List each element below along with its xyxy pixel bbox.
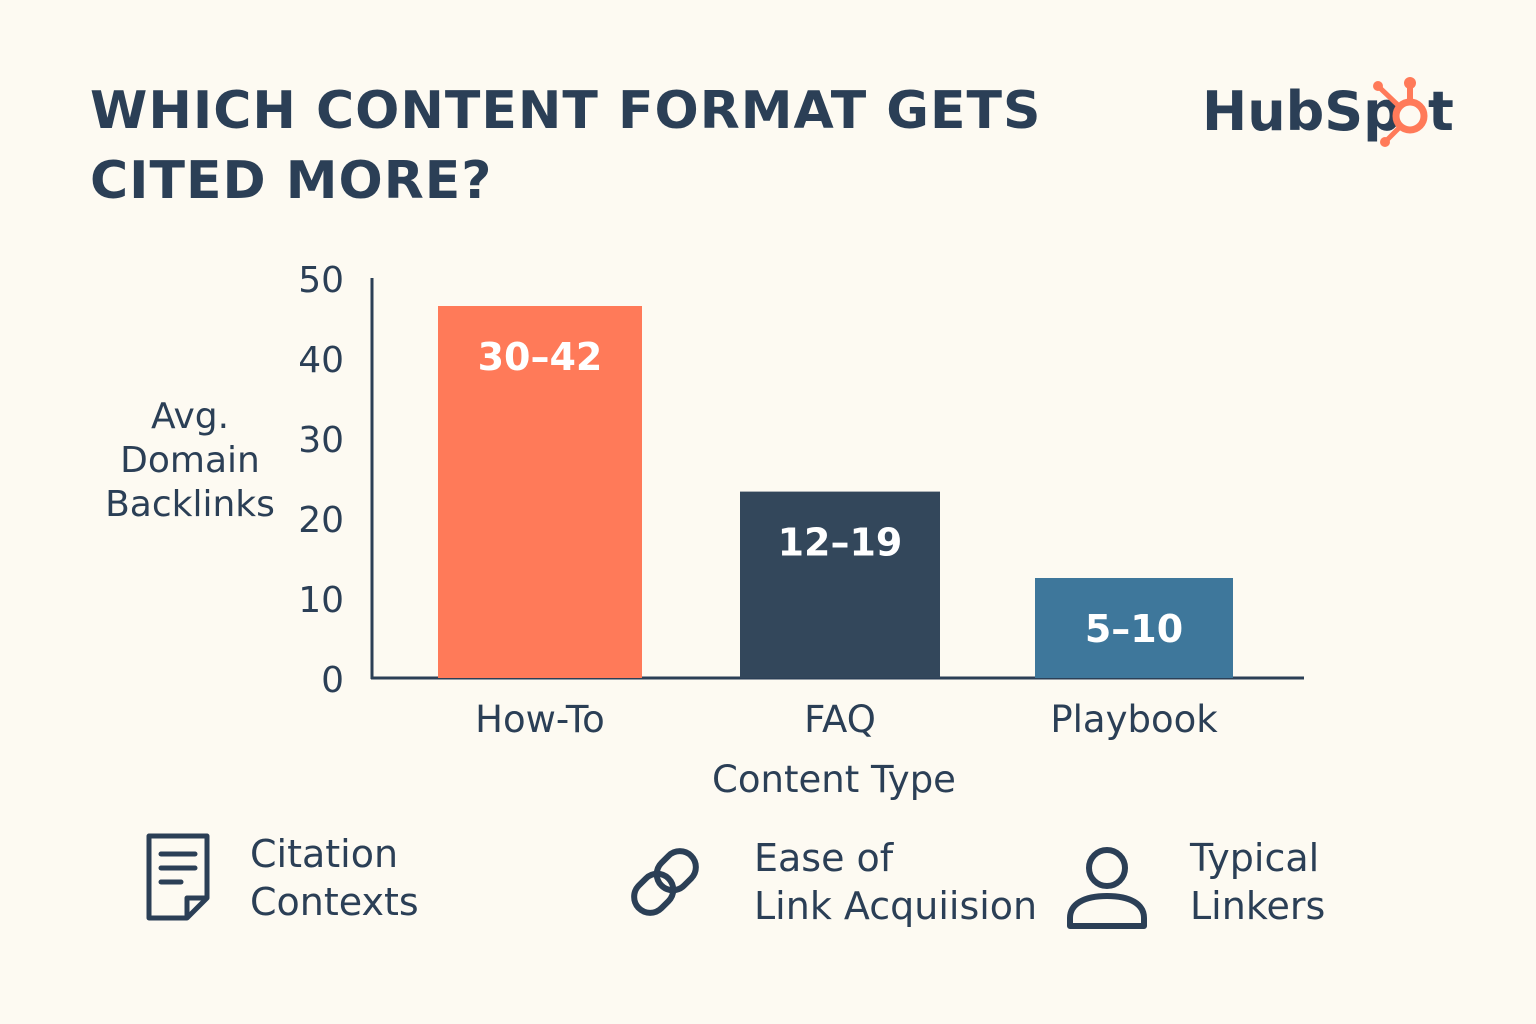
bar-data-label: 30–42	[478, 335, 603, 379]
logo-text-right: t	[1428, 80, 1454, 143]
page-title: WHICH CONTENT FORMAT GETS CITED MORE?	[90, 81, 1042, 211]
legend-label: Citation Contexts	[250, 832, 419, 924]
y-axis-label: Domain	[120, 440, 260, 481]
y-tick-label: 20	[298, 500, 344, 541]
legend-item-citation-contexts: Citation Contexts	[132, 828, 419, 928]
y-tick-label: 30	[298, 420, 344, 461]
bar-playbook	[1035, 578, 1233, 678]
y-axis-label: Avg.	[151, 396, 229, 437]
legend-label: Typical Linkers	[1190, 836, 1326, 928]
bar-data-label: 12–19	[778, 521, 903, 565]
y-tick-label: 0	[321, 660, 344, 701]
bar-faq	[740, 491, 940, 678]
legend-item-typical-linkers: Typical Linkers	[1062, 832, 1325, 932]
bar-data-label: 5–10	[1085, 607, 1183, 651]
y-axis-label: Backlinks	[105, 484, 275, 525]
logo-text-left: HubSp	[1202, 80, 1402, 143]
document-icon	[132, 828, 222, 928]
x-tick-label: Playbook	[1050, 698, 1218, 741]
legend-item-link-acquisition: Ease of Link Acquiision	[620, 832, 1037, 932]
y-tick-label: 10	[298, 580, 344, 621]
sprocket-icon	[1373, 77, 1428, 147]
link-icon	[620, 832, 710, 932]
x-tick-label: How-To	[475, 698, 605, 741]
bar-how-to	[438, 306, 642, 678]
x-tick-label: FAQ	[804, 698, 876, 741]
y-tick-label: 40	[298, 340, 344, 381]
hubspot-logo: HubSp t	[1202, 77, 1454, 147]
y-tick-label: 50	[298, 260, 344, 301]
person-icon	[1062, 832, 1152, 932]
legend-label: Ease of Link Acquiision	[754, 836, 1038, 928]
x-axis-label: Content Type	[712, 758, 956, 801]
